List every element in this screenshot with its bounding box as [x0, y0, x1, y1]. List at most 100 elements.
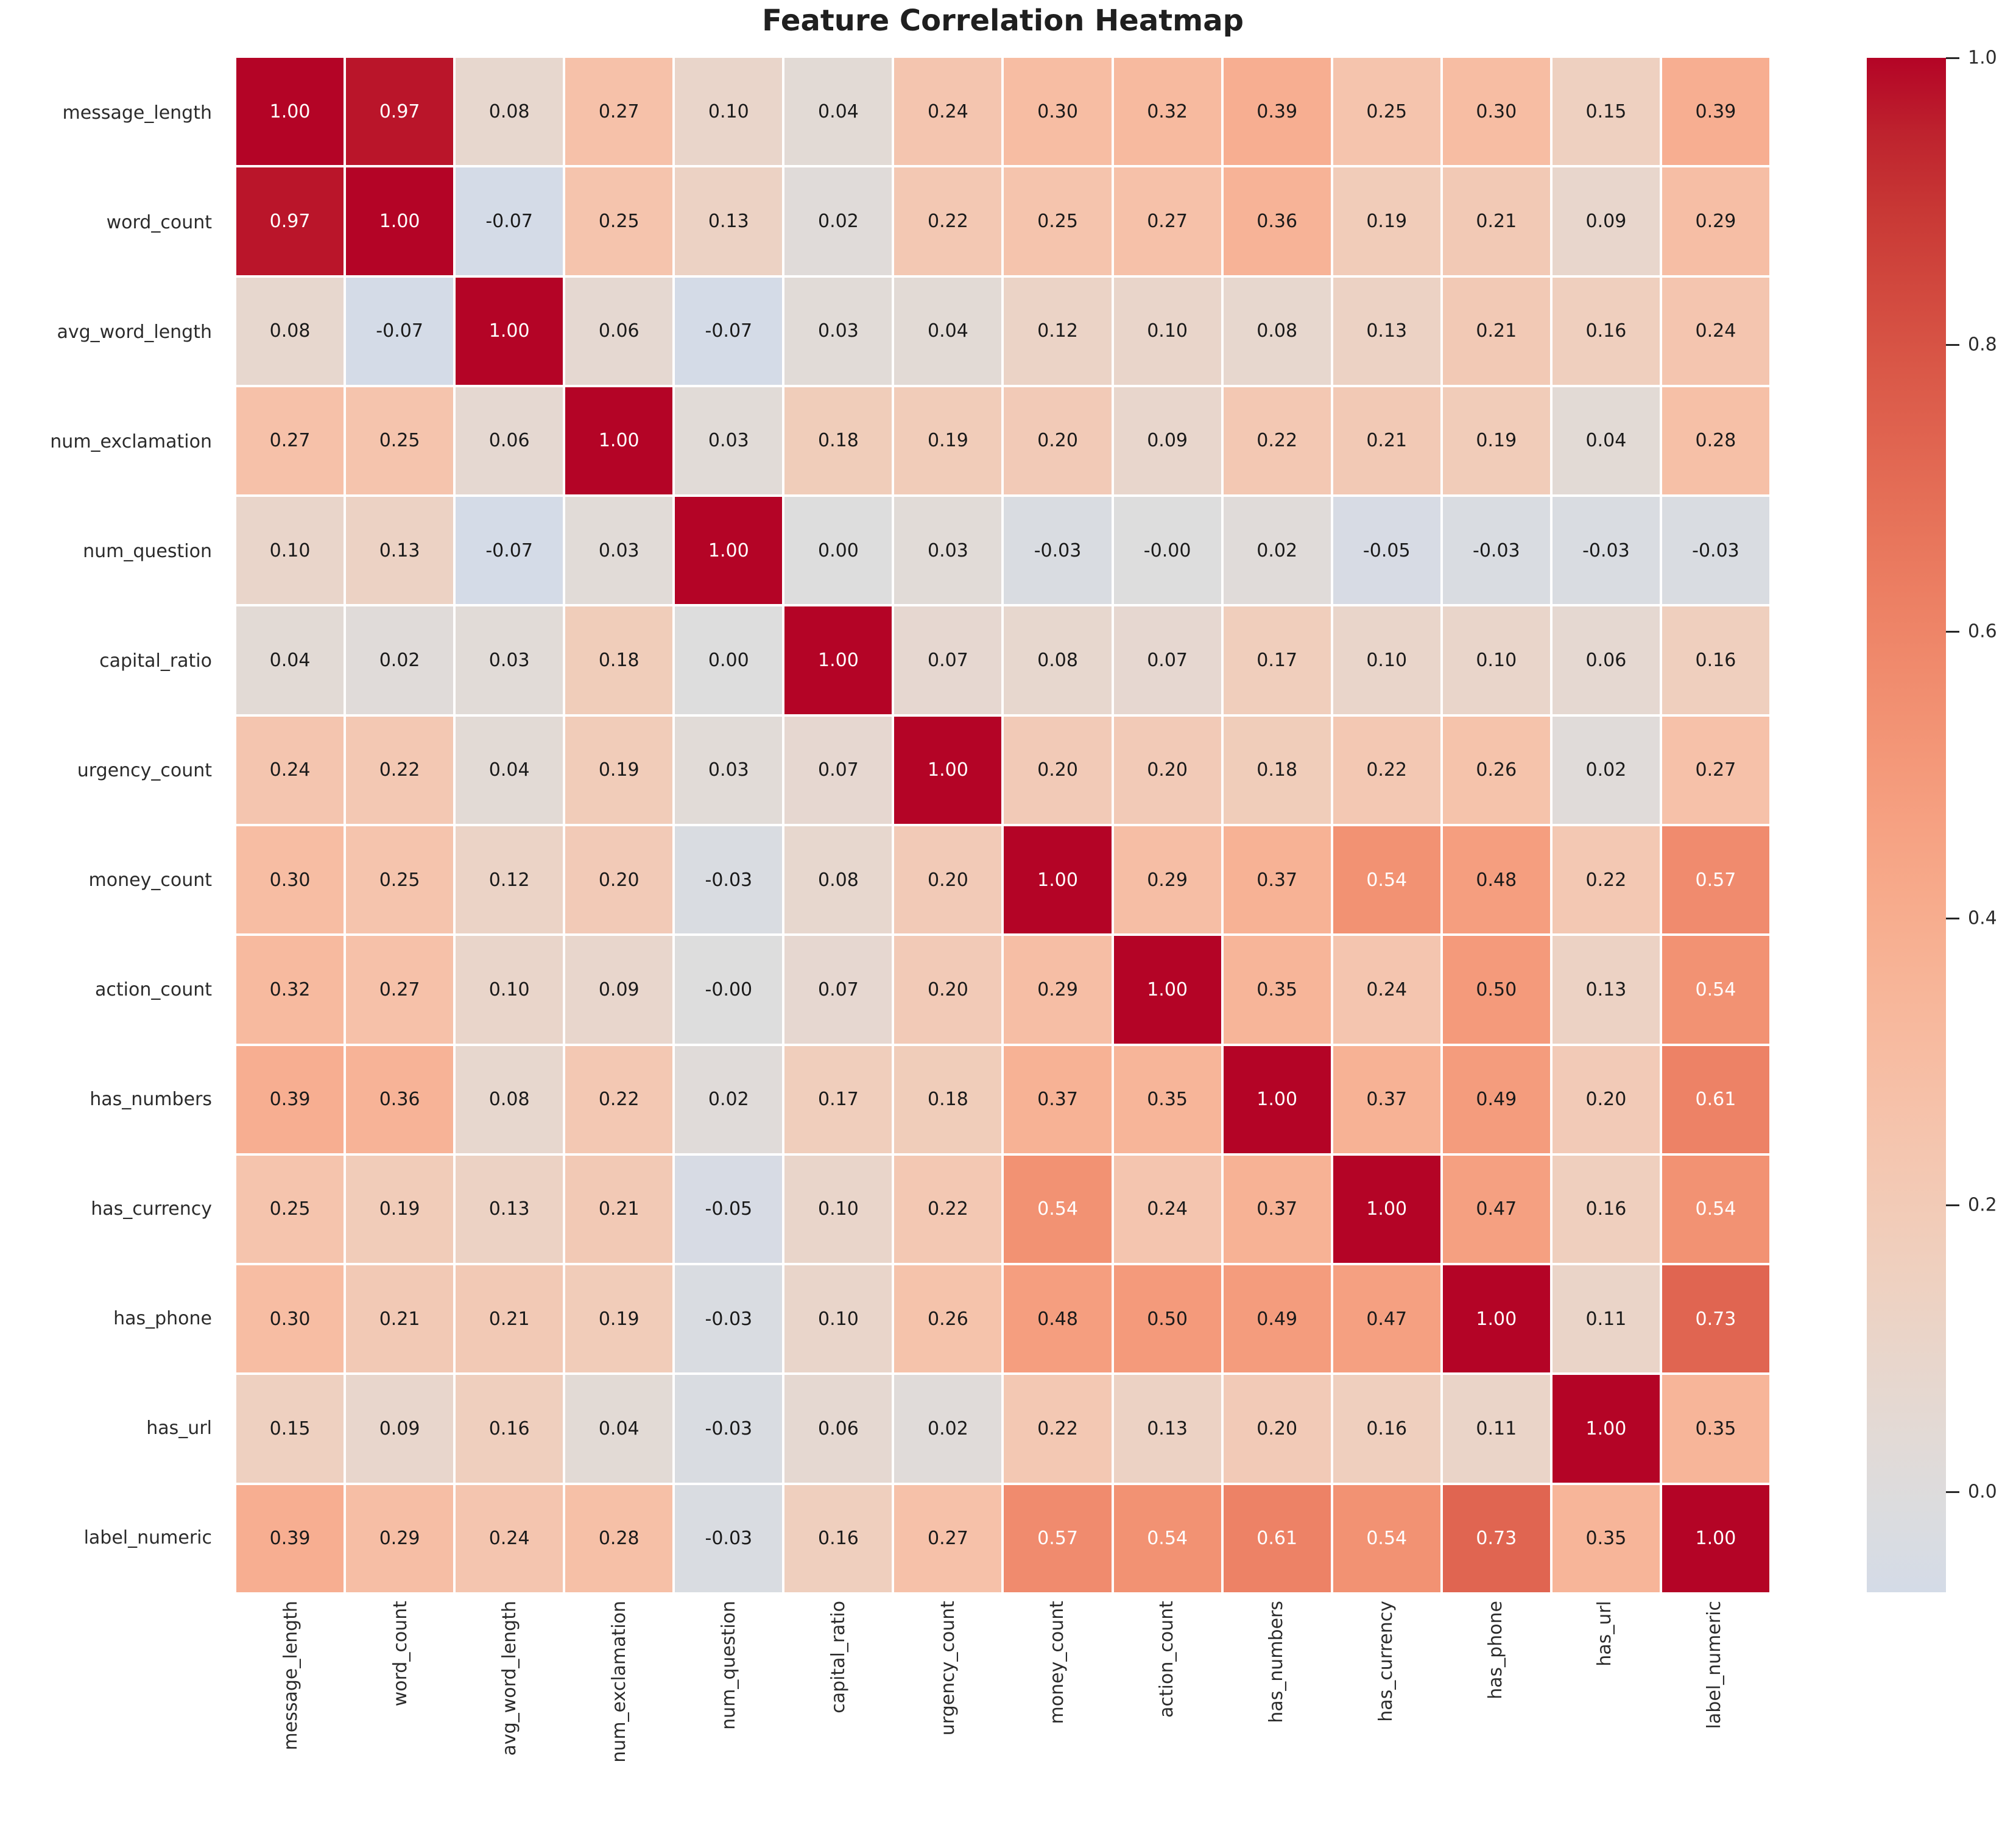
x-axis-label: has_url	[1594, 1601, 1616, 1667]
heatmap-cell: 0.39	[1662, 58, 1769, 166]
heatmap-cell: 0.22	[1223, 387, 1331, 495]
heatmap-cell: 0.11	[1442, 1375, 1550, 1483]
y-axis-label: action_count	[95, 978, 212, 1000]
heatmap-cell: 0.04	[456, 716, 563, 824]
x-axis-label-slot: avg_word_length	[456, 1601, 565, 1834]
heatmap-cell: 0.00	[675, 606, 783, 714]
colorbar: 1.0 0.8 0.6 0.4 0.2 0.0	[1867, 47, 1997, 1592]
heatmap-cell: 0.22	[565, 1045, 673, 1153]
heatmap-cell: 0.26	[894, 1265, 1002, 1373]
heatmap-cell: 0.20	[1113, 716, 1221, 824]
y-axis-label: has_url	[146, 1417, 212, 1439]
heatmap-cell: 0.29	[1113, 826, 1221, 934]
heatmap-cell: 0.54	[1662, 936, 1769, 1044]
heatmap-cell: 0.12	[456, 826, 563, 934]
heatmap-cell: 0.25	[346, 387, 454, 495]
heatmap-cell: -0.03	[675, 1265, 783, 1373]
heatmap-cell: 0.25	[346, 826, 454, 934]
colorbar-tick-label: 0.2	[1968, 1194, 1997, 1216]
x-axis-label: num_question	[718, 1601, 740, 1730]
heatmap-cell: 0.10	[675, 58, 783, 166]
x-axis-label: action_count	[1156, 1601, 1178, 1718]
heatmap-cell: 0.02	[894, 1375, 1002, 1483]
heatmap-cell: 0.09	[565, 936, 673, 1044]
heatmap-cell: 0.09	[346, 1375, 454, 1483]
heatmap-cell: 0.18	[894, 1045, 1002, 1153]
heatmap-cell: 0.11	[1552, 1265, 1660, 1373]
heatmap-cell: 0.97	[236, 167, 344, 275]
heatmap-cell: 0.35	[1662, 1375, 1769, 1483]
colorbar-gradient	[1867, 58, 1946, 1592]
x-axis-label: label_numeric	[1704, 1601, 1725, 1729]
heatmap-cell: 0.25	[1004, 167, 1112, 275]
x-axis-label-slot: has_phone	[1441, 1601, 1551, 1834]
heatmap-cell: 0.30	[236, 1265, 344, 1373]
heatmap-cell: 0.09	[1113, 387, 1221, 495]
heatmap-cell: 0.10	[236, 497, 344, 605]
heatmap-cell: 0.25	[1333, 58, 1440, 166]
heatmap-grid: 1.00 0.97 0.08 0.27 0.10 0.04 0.24 0.30 0.32 0.39…	[236, 58, 1769, 1592]
heatmap-cell: 0.36	[1223, 167, 1331, 275]
heatmap-cell: 0.25	[236, 1155, 344, 1263]
heatmap-cell: 0.26	[1442, 716, 1550, 824]
heatmap-cell: 0.06	[565, 277, 673, 385]
heatmap-cell: -0.00	[675, 936, 783, 1044]
heatmap-cell: 0.19	[894, 387, 1002, 495]
heatmap-cell: 0.13	[456, 1155, 563, 1263]
heatmap-cell: 0.37	[1333, 1045, 1440, 1153]
heatmap-cell: -0.07	[346, 277, 454, 385]
heatmap-cell: 1.00	[1442, 1265, 1550, 1373]
heatmap-cell: 0.48	[1442, 826, 1550, 934]
colorbar-tick-label: 0.8	[1968, 334, 1997, 356]
heatmap-cell: 0.54	[1333, 1484, 1440, 1592]
heatmap-cell: 0.07	[894, 606, 1002, 714]
heatmap-cell: -0.03	[675, 1375, 783, 1483]
heatmap-cell: 0.03	[894, 497, 1002, 605]
x-axis-label: message_length	[280, 1601, 301, 1751]
heatmap-cell: -0.07	[456, 167, 563, 275]
heatmap-cell: 0.20	[565, 826, 673, 934]
heatmap-cell: 0.07	[1113, 606, 1221, 714]
y-axis-label: avg_word_length	[57, 321, 212, 343]
x-axis-label: capital_ratio	[827, 1601, 849, 1713]
y-axis-label: has_phone	[113, 1307, 212, 1329]
heatmap-cell: 0.57	[1662, 826, 1769, 934]
heatmap-cell: 0.28	[1662, 387, 1769, 495]
heatmap-cell: 0.02	[784, 167, 892, 275]
heatmap-cell: 0.04	[565, 1375, 673, 1483]
heatmap-cell: 0.20	[1004, 387, 1112, 495]
heatmap-cell: 0.03	[675, 387, 783, 495]
heatmap-cell: 0.24	[1333, 936, 1440, 1044]
heatmap-cell: -0.05	[675, 1155, 783, 1263]
heatmap-cell: 0.10	[456, 936, 563, 1044]
heatmap-cell: 0.61	[1662, 1045, 1769, 1153]
y-axis-label: capital_ratio	[99, 650, 212, 672]
heatmap-cell: 0.19	[1333, 167, 1440, 275]
x-axis-label-slot: money_count	[1003, 1601, 1113, 1834]
x-axis-label-slot: has_url	[1550, 1601, 1660, 1834]
heatmap-cell: 0.35	[1552, 1484, 1660, 1592]
heatmap-cell: 0.27	[1113, 167, 1221, 275]
heatmap-cell: 0.08	[1004, 606, 1112, 714]
x-axis-label: money_count	[1046, 1601, 1068, 1724]
heatmap-cell: 0.57	[1004, 1484, 1112, 1592]
x-axis-label: has_numbers	[1265, 1601, 1287, 1723]
heatmap-cell: 0.54	[1004, 1155, 1112, 1263]
heatmap-cell: -0.03	[675, 1484, 783, 1592]
heatmap-cell: 0.03	[565, 497, 673, 605]
x-axis-label: has_currency	[1375, 1601, 1397, 1722]
heatmap-cell: 0.73	[1442, 1484, 1550, 1592]
x-axis-label-slot: word_count	[346, 1601, 456, 1834]
heatmap-cell: 0.07	[784, 716, 892, 824]
heatmap-cell: 0.10	[1333, 606, 1440, 714]
heatmap-cell: 0.47	[1442, 1155, 1550, 1263]
heatmap-cell: 1.00	[346, 167, 454, 275]
heatmap-cell: 0.35	[1113, 1045, 1221, 1153]
x-axis-label-slot: num_exclamation	[565, 1601, 674, 1834]
heatmap-cell: 0.16	[1552, 277, 1660, 385]
y-axis-label: label_numeric	[83, 1527, 212, 1548]
x-axis-label-slot: has_currency	[1331, 1601, 1441, 1834]
x-axis-label: urgency_count	[937, 1601, 959, 1736]
y-axis-label: money_count	[88, 869, 212, 891]
heatmap-cell: 0.19	[565, 716, 673, 824]
